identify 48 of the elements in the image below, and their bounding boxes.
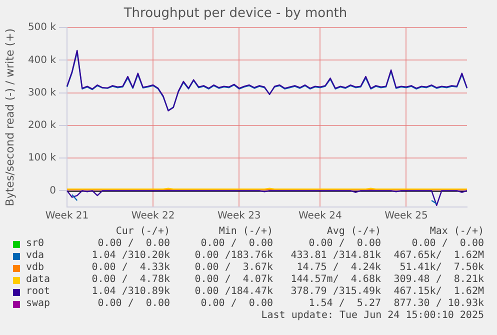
- text: 1.54 / 5.27: [308, 298, 381, 309]
- legend-label: data: [26, 274, 50, 285]
- text: 0.00 / 3.67k: [194, 262, 273, 273]
- text: 0.00 / 4.33k: [92, 262, 170, 273]
- text: 1.04 /310.89k: [92, 286, 170, 297]
- text: 0.00 / 0.00: [200, 298, 273, 309]
- text: 0.00 / 0.00: [200, 238, 273, 249]
- x-tick-label: Week 24: [298, 210, 342, 222]
- text: 1.04 /310.20k: [92, 250, 170, 261]
- text: 0.00 / 4.07k: [194, 274, 273, 285]
- text: Last update: Tue Jun 24 15:00:10 2025: [261, 310, 484, 321]
- text: 309.48 / 8.21k: [394, 274, 484, 285]
- y-tick-label: 100 k: [28, 152, 56, 164]
- text: Max (-/+): [430, 226, 484, 237]
- text: 144.57m/ 4.68k: [290, 274, 381, 285]
- text: 0.00 / 4.78k: [92, 274, 170, 285]
- legend-label: sr0: [26, 238, 44, 249]
- text: 433.81 /314.81k: [290, 250, 381, 261]
- text: 877.30 / 10.93k: [394, 298, 484, 309]
- text: 467.15k/ 1.62M: [394, 286, 484, 297]
- text: Avg (-/+): [326, 226, 381, 237]
- legend-label: vda: [26, 250, 44, 261]
- text: Min (-/+): [218, 226, 273, 237]
- text: 0.00 /184.47k: [194, 286, 273, 297]
- text: 378.79 /315.49k: [290, 286, 381, 297]
- x-tick-label: Week 22: [131, 210, 175, 222]
- y-tick-label: 0: [50, 185, 56, 196]
- text: 0.00 / 0.00: [308, 238, 381, 249]
- chart-title: Throughput per device - by month: [122, 6, 348, 22]
- x-tick-label: Week 23: [217, 210, 261, 222]
- text: 0.00 / 0.00: [98, 238, 170, 249]
- legend-label: vdb: [26, 262, 44, 273]
- text: 0.00 / 0.00: [412, 238, 484, 249]
- text: 14.75 / 4.24k: [296, 262, 381, 273]
- y-tick-label: 300 k: [28, 87, 56, 98]
- text: 0.00 /183.76k: [194, 250, 273, 261]
- legend-label: swap: [26, 298, 50, 309]
- y-axis-title: Bytes/second read (-) / write (+): [3, 28, 16, 206]
- y-tick-label: 200 k: [28, 120, 56, 132]
- legend-label: root: [26, 286, 50, 297]
- y-tick-label: 400 k: [28, 54, 56, 66]
- text: 0.00 / 0.00: [98, 298, 170, 309]
- text: 51.41k/ 7.50k: [400, 262, 484, 273]
- text: Cur (-/+): [116, 226, 170, 237]
- x-tick-label: Week 21: [45, 210, 89, 222]
- x-tick-label: Week 25: [384, 210, 428, 222]
- y-tick-label: 500 k: [28, 22, 56, 34]
- text: 467.65k/ 1.62M: [394, 250, 484, 261]
